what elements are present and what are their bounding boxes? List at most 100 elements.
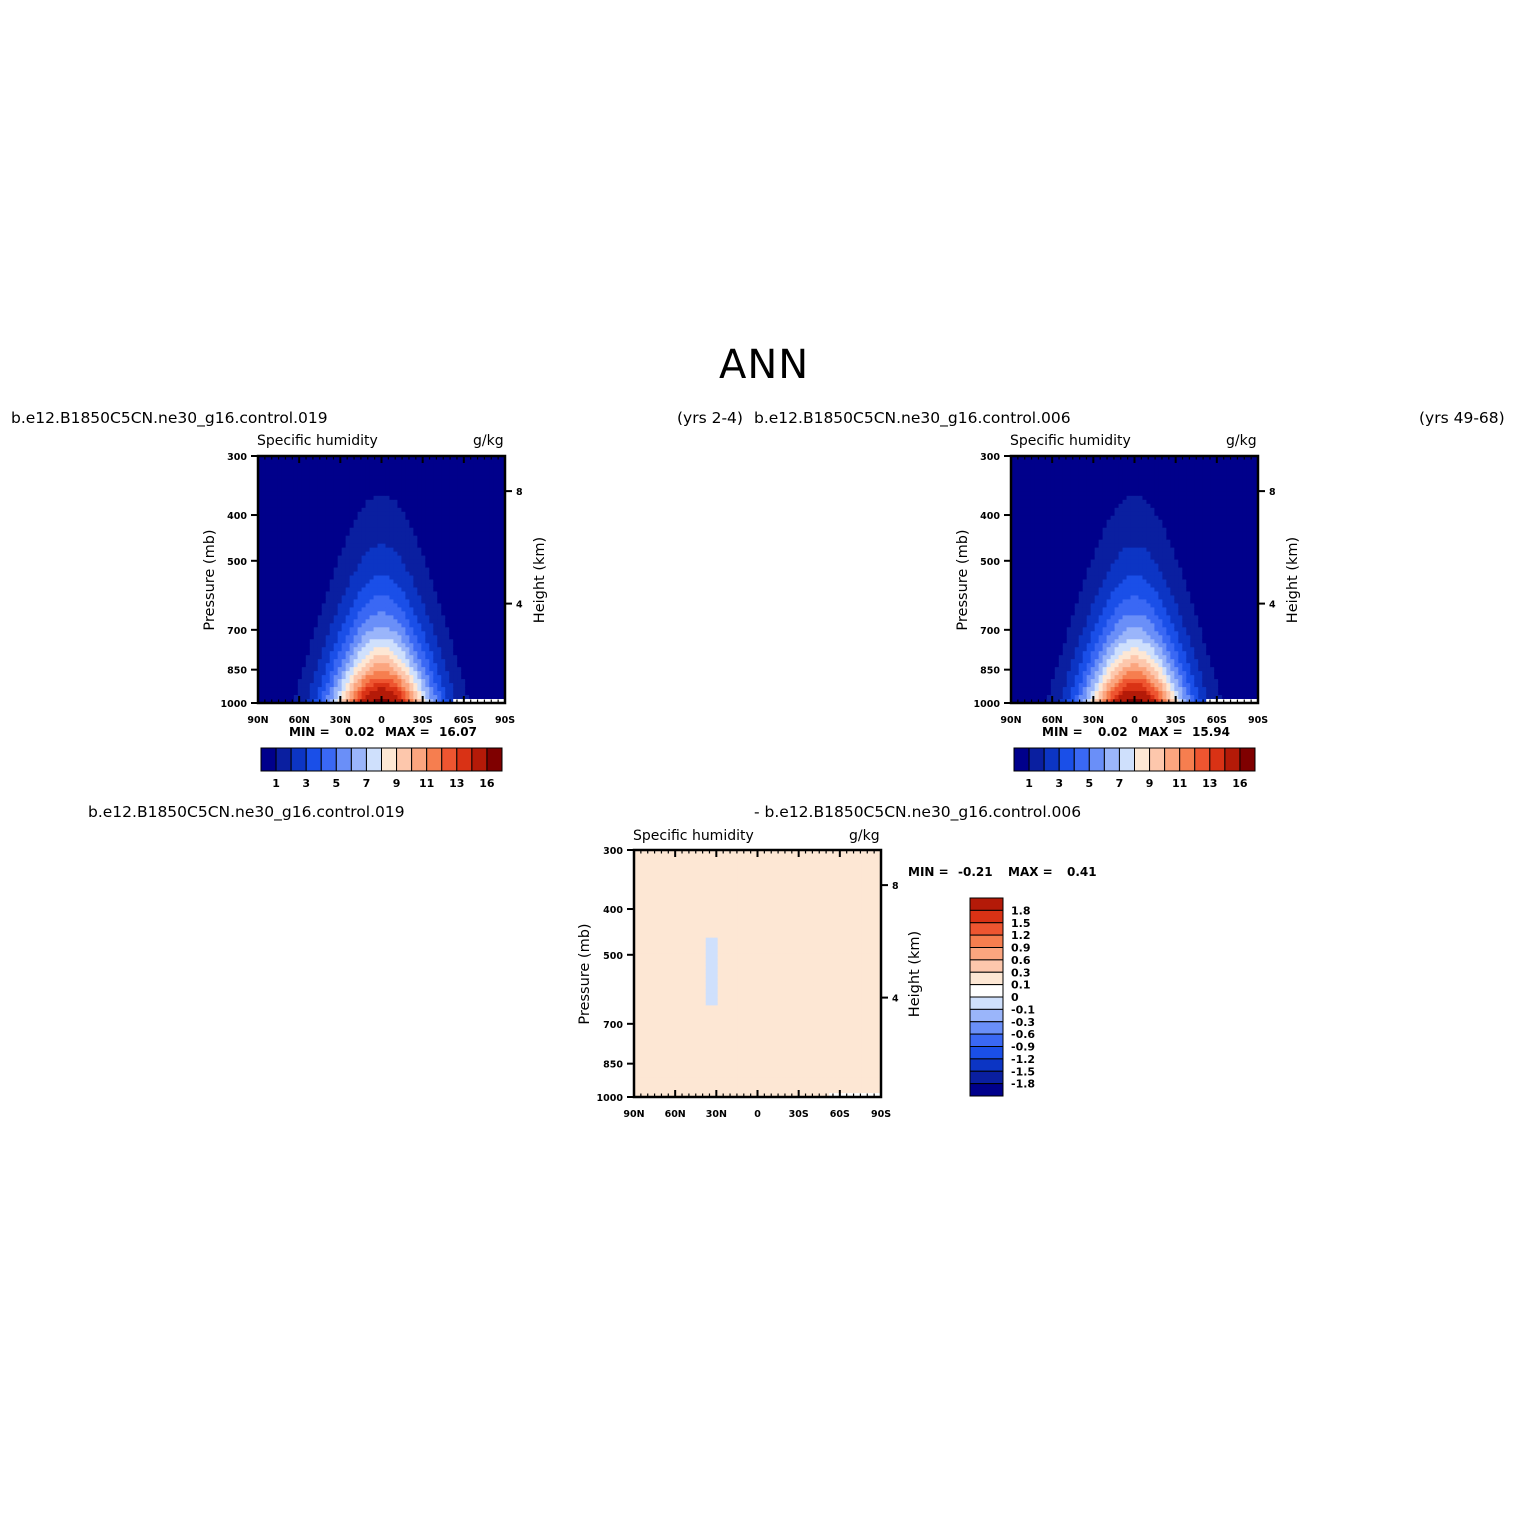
tr-colorbar-label: 13 — [1202, 777, 1217, 790]
tl-colorbar-swatch — [350, 747, 367, 772]
tr-xtick-label: 60N — [1042, 715, 1063, 726]
b-y2tick-label: 4 — [892, 994, 899, 1005]
tr-xtick-label: 60S — [1207, 715, 1227, 726]
tr-units-label: g/kg — [1226, 433, 1257, 449]
b-colorbar-swatch — [969, 1033, 1004, 1047]
b-colorbar-swatch — [969, 947, 1004, 961]
tl-colorbar-swatch — [290, 747, 307, 772]
b-colorbar-label: -1.5 — [1011, 1065, 1035, 1078]
tr-colorbar-swatch — [1013, 747, 1030, 772]
tr-colorbar-label: 7 — [1116, 777, 1124, 790]
b-xtick-label: 60S — [830, 1109, 850, 1120]
tr-xtick-label: 90S — [1248, 715, 1268, 726]
tr-field — [1011, 456, 1259, 704]
b-colorbar-swatch — [969, 909, 1004, 924]
b-units-label: g/kg — [849, 828, 880, 844]
b-xtick-label: 30N — [706, 1109, 727, 1120]
b-colorbar-label: 0.9 — [1011, 942, 1031, 955]
tr-colorbar-swatch — [1118, 747, 1135, 772]
tl-xtick-label: 90N — [247, 715, 268, 726]
tr-xtick-label: 0 — [1131, 715, 1138, 726]
tl-colorbar-swatch — [456, 747, 473, 772]
tr-colorbar-swatch — [1194, 747, 1211, 772]
b-field — [634, 850, 882, 1098]
tl-colorbar-label: 1 — [272, 777, 280, 790]
tl-xtick-label: 60N — [289, 715, 310, 726]
tr-colorbar-label: 1 — [1025, 777, 1033, 790]
bottom-run-b: - b.e12.B1850C5CN.ne30_g16.control.006 — [754, 803, 1082, 821]
b-colorbar-swatch — [969, 996, 1004, 1010]
tr-ytick-label: 1000 — [974, 699, 1001, 710]
tl-colorbar-swatch — [260, 747, 277, 772]
b-colorbar-swatch — [969, 984, 1004, 998]
tr-colorbar-swatch — [1149, 747, 1166, 772]
bottom-run-a: b.e12.B1850C5CN.ne30_g16.control.019 — [88, 803, 405, 821]
tr-colorbar-swatch — [1058, 747, 1075, 772]
tr-xtick-label: 30N — [1083, 715, 1104, 726]
tr-variable-label: Specific humidity — [1010, 433, 1131, 449]
tl-variable-label: Specific humidity — [257, 433, 378, 449]
tl-colorbar-label: 11 — [419, 777, 434, 790]
tl-xtick-label: 0 — [378, 715, 385, 726]
tl-units-label: g/kg — [473, 433, 504, 449]
b-colorbar-swatch — [969, 971, 1004, 986]
tr-min-value: 0.02 — [1098, 725, 1128, 739]
tl-xtick-label: 60S — [454, 715, 474, 726]
tr-colorbar-label: 11 — [1172, 777, 1187, 790]
tl-ytick-label: 500 — [227, 557, 247, 568]
b-xtick-label: 90S — [871, 1109, 891, 1120]
tl-xtick-label: 30N — [330, 715, 351, 726]
tl-colorbar-swatch — [275, 747, 292, 772]
tr-colorbar-swatch — [1239, 747, 1256, 772]
tl-colorbar-swatch — [305, 747, 322, 772]
b-colorbar-swatch — [969, 897, 1004, 911]
tl-ytick-label: 850 — [227, 666, 247, 677]
tr-colorbar-swatch — [1209, 747, 1226, 772]
tr-colorbar-label: 3 — [1055, 777, 1063, 790]
tl-xtick-label: 30S — [413, 715, 433, 726]
b-ytick-label: 500 — [603, 951, 623, 962]
b-ytick-label: 700 — [603, 1020, 623, 1031]
tl-colorbar-swatch — [486, 747, 503, 772]
b-ytick-label: 400 — [603, 905, 623, 916]
tl-colorbar-swatch — [411, 747, 428, 772]
tl-colorbar-swatch — [441, 747, 458, 772]
tr-y2tick-label: 4 — [1269, 600, 1276, 611]
tl-colorbar-swatch — [320, 747, 337, 772]
b-colorbar-swatch — [969, 959, 1004, 973]
b-colorbar-label: -1.2 — [1011, 1053, 1035, 1066]
top-left-years: (yrs 2-4) — [677, 409, 743, 427]
tl-max-value: 16.07 — [439, 725, 477, 739]
b-max-label: MAX = — [1008, 865, 1053, 879]
tr-colorbar-swatch — [1103, 747, 1120, 772]
tl-colorbar-swatch — [426, 747, 443, 772]
tl-colorbar-label: 9 — [393, 777, 401, 790]
tr-colorbar-swatch — [1164, 747, 1181, 772]
tr-colorbar-swatch — [1073, 747, 1090, 772]
tr-colorbar-swatch — [1179, 747, 1196, 772]
b-colorbar-label: -0.9 — [1011, 1041, 1035, 1054]
b-min-value: -0.21 — [958, 865, 993, 879]
tr-colorbar-swatch — [1224, 747, 1241, 772]
b-colorbar-label: 0 — [1011, 991, 1019, 1004]
tl-y2tick-label: 4 — [516, 600, 523, 611]
tl-colorbar-swatch — [365, 747, 382, 772]
b-colorbar-label: 1.8 — [1011, 904, 1031, 917]
tr-y2tick-label: 8 — [1269, 487, 1276, 498]
b-colorbar-label: -0.6 — [1011, 1028, 1035, 1041]
b-max-value: 0.41 — [1067, 865, 1097, 879]
b-xtick-label: 0 — [754, 1109, 761, 1120]
top-left-run-name: b.e12.B1850C5CN.ne30_g16.control.019 — [11, 409, 328, 427]
b-colorbar-swatch — [969, 934, 1004, 948]
tl-colorbar-swatch — [335, 747, 352, 772]
b-xtick-label: 60N — [665, 1109, 686, 1120]
b-colorbar-label: 0.6 — [1011, 954, 1031, 967]
page-title: ANN — [719, 342, 810, 388]
tl-y2tick-label: 8 — [516, 487, 523, 498]
tr-colorbar-label: 9 — [1146, 777, 1154, 790]
tl-ytick-label: 400 — [227, 511, 247, 522]
b-colorbar-swatch — [969, 922, 1004, 936]
tl-min-value: 0.02 — [345, 725, 375, 739]
tr-colorbar-swatch — [1134, 747, 1151, 772]
tl-colorbar-label: 3 — [302, 777, 310, 790]
